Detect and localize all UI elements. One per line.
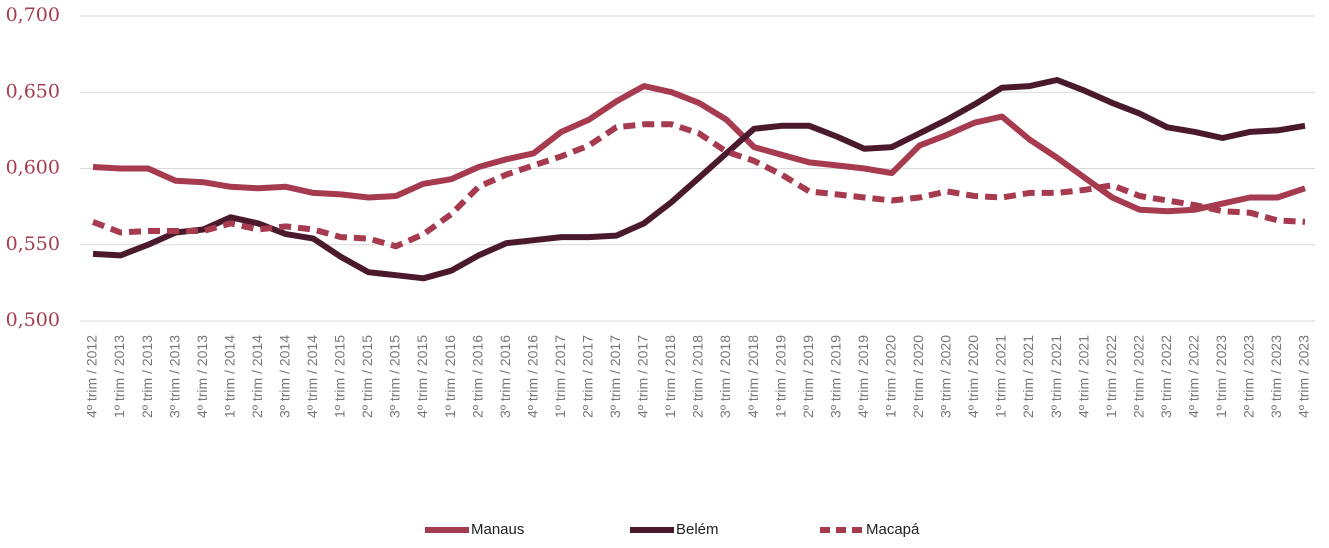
x-tick-label: 3º trim / 2017 bbox=[607, 335, 623, 418]
legend-label: Macapá bbox=[866, 521, 920, 538]
x-tick-label: 3º trim / 2018 bbox=[717, 335, 733, 418]
x-tick-label: 2º trim / 2016 bbox=[469, 335, 485, 418]
x-tick-label: 4º trim / 2017 bbox=[635, 335, 651, 418]
x-tick-label: 3º trim / 2014 bbox=[277, 335, 293, 418]
x-tick-label: 2º trim / 2019 bbox=[800, 335, 816, 418]
y-tick-label: 0,700 bbox=[6, 4, 60, 26]
x-tick-label: 4º trim / 2015 bbox=[414, 335, 430, 418]
x-tick-label: 1º trim / 2019 bbox=[772, 335, 788, 418]
x-tick-label: 1º trim / 2020 bbox=[883, 335, 899, 418]
series-line bbox=[92, 83, 1306, 215]
series-line bbox=[92, 77, 1306, 282]
x-tick-label: 3º trim / 2015 bbox=[387, 335, 403, 418]
x-tick-label: 4º trim / 2016 bbox=[524, 335, 540, 418]
x-tick-label: 2º trim / 2018 bbox=[690, 335, 706, 418]
x-tick-label: 1º trim / 2022 bbox=[1103, 335, 1119, 418]
legend-label: Belém bbox=[676, 521, 719, 538]
x-tick-label: 1º trim / 2023 bbox=[1213, 335, 1229, 418]
x-tick-label: 4º trim / 2021 bbox=[1075, 335, 1091, 418]
x-tick-label: 3º trim / 2020 bbox=[938, 335, 954, 418]
x-tick-label: 2º trim / 2015 bbox=[359, 335, 375, 418]
x-tick-label: 2º trim / 2023 bbox=[1241, 335, 1257, 418]
x-tick-label: 4º trim / 2012 bbox=[84, 335, 100, 418]
x-tick-label: 2º trim / 2013 bbox=[139, 335, 155, 418]
x-tick-label: 3º trim / 2016 bbox=[497, 335, 513, 418]
x-tick-label: 4º trim / 2020 bbox=[965, 335, 981, 418]
x-tick-label: 3º trim / 2021 bbox=[1048, 335, 1064, 418]
x-tick-label: 2º trim / 2022 bbox=[1130, 335, 1146, 418]
x-tick-label: 3º trim / 2019 bbox=[827, 335, 843, 418]
y-tick-label: 0,500 bbox=[6, 309, 60, 331]
x-tick-label: 4º trim / 2018 bbox=[745, 335, 761, 418]
legend-label: Manaus bbox=[471, 521, 524, 538]
x-tick-label: 4º trim / 2019 bbox=[855, 335, 871, 418]
x-tick-label: 2º trim / 2014 bbox=[249, 335, 265, 418]
x-tick-label: 3º trim / 2013 bbox=[166, 335, 182, 418]
x-tick-label: 4º trim / 2014 bbox=[304, 335, 320, 418]
x-tick-label: 4º trim / 2013 bbox=[194, 335, 210, 418]
x-tick-label: 1º trim / 2014 bbox=[221, 335, 237, 418]
y-tick-label: 0,550 bbox=[6, 233, 60, 255]
y-tick-label: 0,650 bbox=[6, 80, 60, 102]
y-tick-label: 0,600 bbox=[6, 157, 60, 179]
x-tick-label: 4º trim / 2023 bbox=[1296, 335, 1312, 418]
x-tick-label: 2º trim / 2017 bbox=[580, 335, 596, 418]
x-tick-label: 2º trim / 2021 bbox=[1020, 335, 1036, 418]
x-tick-label: 3º trim / 2022 bbox=[1158, 335, 1174, 418]
x-tick-label: 1º trim / 2013 bbox=[111, 335, 127, 418]
x-tick-label: 1º trim / 2018 bbox=[662, 335, 678, 418]
x-tick-label: 1º trim / 2021 bbox=[993, 335, 1009, 418]
x-tick-label: 3º trim / 2023 bbox=[1268, 335, 1284, 418]
x-tick-label: 4º trim / 2022 bbox=[1186, 335, 1202, 418]
x-tick-label: 1º trim / 2015 bbox=[332, 335, 348, 418]
series-line bbox=[91, 121, 1306, 250]
x-tick-label: 1º trim / 2016 bbox=[442, 335, 458, 418]
x-tick-label: 1º trim / 2017 bbox=[552, 335, 568, 418]
x-tick-label: 2º trim / 2020 bbox=[910, 335, 926, 418]
